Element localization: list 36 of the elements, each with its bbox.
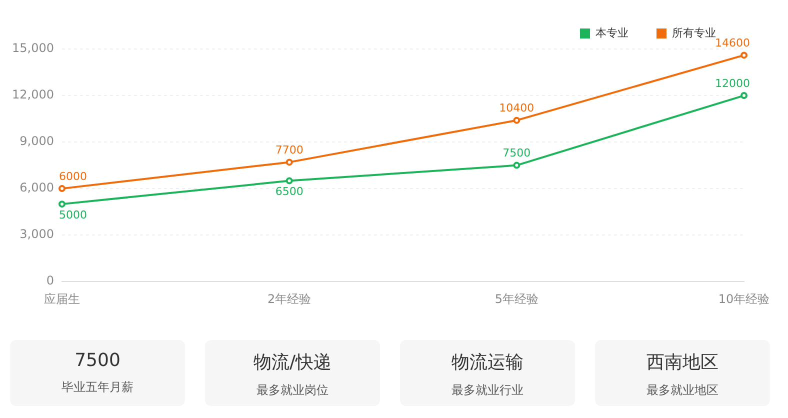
text: 7500 [74, 350, 122, 371]
legend-label: 所有专业 [672, 26, 716, 40]
y-tick-label: 0 [46, 274, 54, 288]
point [513, 162, 520, 169]
data-label: 6000 [58, 170, 87, 183]
point [740, 92, 748, 100]
x-tick-label: 2年经验 [268, 292, 312, 306]
text: 西南地区 [646, 351, 720, 374]
text: 最多就业行业 [450, 382, 524, 399]
legend-label: 本专业 [596, 26, 628, 40]
data-label: 12000 [715, 76, 750, 90]
point [58, 200, 66, 208]
x-tick-label: 5年经验 [494, 292, 538, 306]
x-tick-label: 应届生 [44, 292, 80, 306]
y-tick-label: 9,000 [20, 134, 54, 148]
point [513, 116, 520, 124]
text: 最多就业岗位 [256, 382, 330, 399]
y-tick-label: 12,000 [12, 88, 54, 102]
point [286, 177, 293, 184]
data-label: 7700 [275, 144, 304, 157]
x-tick-label: 10年经验 [718, 292, 770, 306]
data-label: 6500 [275, 185, 304, 198]
point [286, 158, 293, 166]
text: 物流运输 [450, 351, 524, 374]
text: 最多就业地区 [646, 382, 720, 399]
data-label: 5000 [58, 208, 87, 222]
data-label: 14600 [715, 36, 750, 50]
point [740, 52, 748, 59]
y-tick-label: 6,000 [20, 180, 54, 195]
point [58, 185, 66, 192]
y-tick-label: 3,000 [20, 227, 54, 242]
y-tick-label: 15,000 [12, 41, 54, 56]
text: 物流/快递 [252, 351, 333, 374]
text: 毕业五年月薪 [60, 379, 134, 396]
data-label: 7500 [502, 146, 531, 160]
data-label: 10400 [499, 102, 534, 115]
